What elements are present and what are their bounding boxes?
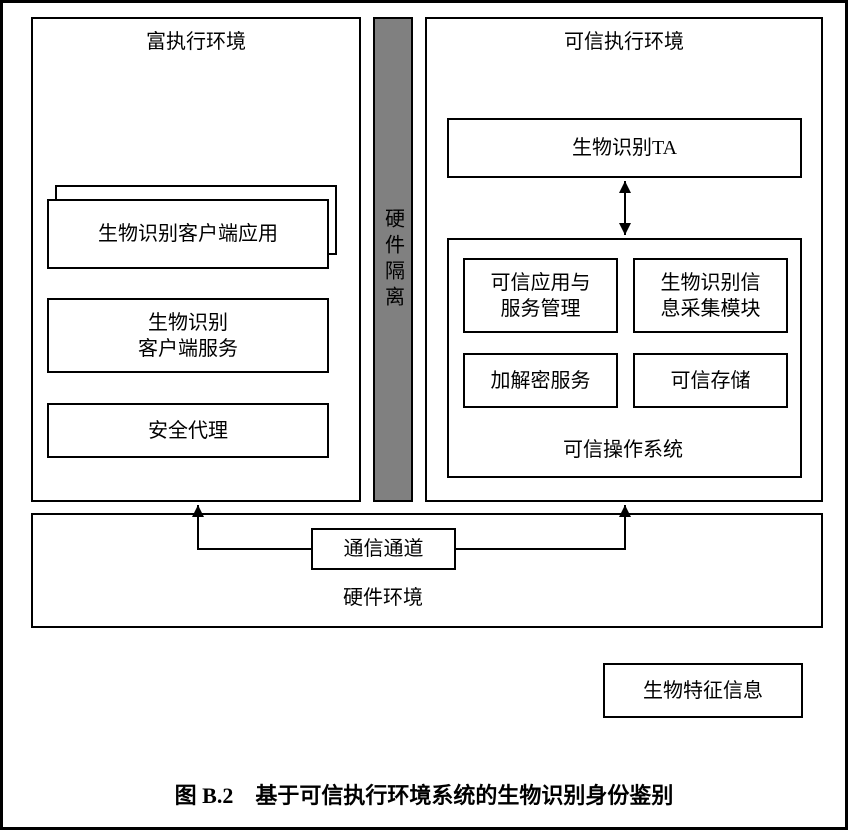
bio-ta-box: 生物识别TA (447, 118, 802, 178)
client-service-label: 生物识别 客户端服务 (138, 310, 238, 362)
crypto-box: 加解密服务 (463, 353, 618, 408)
security-agent-box: 安全代理 (47, 403, 329, 458)
app-mgmt-box: 可信应用与 服务管理 (463, 258, 618, 333)
crypto-label: 加解密服务 (491, 368, 591, 394)
trusted-exec-env-title: 可信执行环境 (427, 19, 821, 54)
client-app-label: 生物识别客户端应用 (98, 221, 278, 247)
client-service-box: 生物识别 客户端服务 (47, 298, 329, 373)
app-mgmt-label: 可信应用与 服务管理 (491, 270, 591, 322)
bio-info-box: 生物特征信息 (603, 663, 803, 718)
trusted-os-label: 可信操作系统 (563, 433, 683, 462)
bio-ta-label: 生物识别TA (572, 135, 677, 161)
security-agent-label: 安全代理 (148, 418, 228, 444)
trusted-storage-label: 可信存储 (671, 368, 751, 394)
bio-collect-label: 生物识别信 息采集模块 (661, 270, 761, 322)
diagram-canvas: 富执行环境 生物识别客户端应用 生物识别 客户端服务 安全代理 硬件隔离 可信执… (0, 0, 848, 830)
trusted-storage-box: 可信存储 (633, 353, 788, 408)
hw-isolation-label: 硬件隔离 (379, 208, 408, 312)
client-app-box: 生物识别客户端应用 (47, 199, 329, 269)
figure-caption: 图 B.2 基于可信执行环境系统的生物识别身份鉴别 (3, 778, 845, 810)
bio-collect-box: 生物识别信 息采集模块 (633, 258, 788, 333)
hw-isolation-bar: 硬件隔离 (373, 17, 413, 502)
comm-channel-box: 通信通道 (311, 528, 456, 570)
comm-channel-label: 通信通道 (344, 536, 424, 562)
rich-exec-env-title: 富执行环境 (33, 19, 359, 54)
hw-env-label: 硬件环境 (343, 581, 423, 610)
bio-info-label: 生物特征信息 (643, 678, 763, 704)
